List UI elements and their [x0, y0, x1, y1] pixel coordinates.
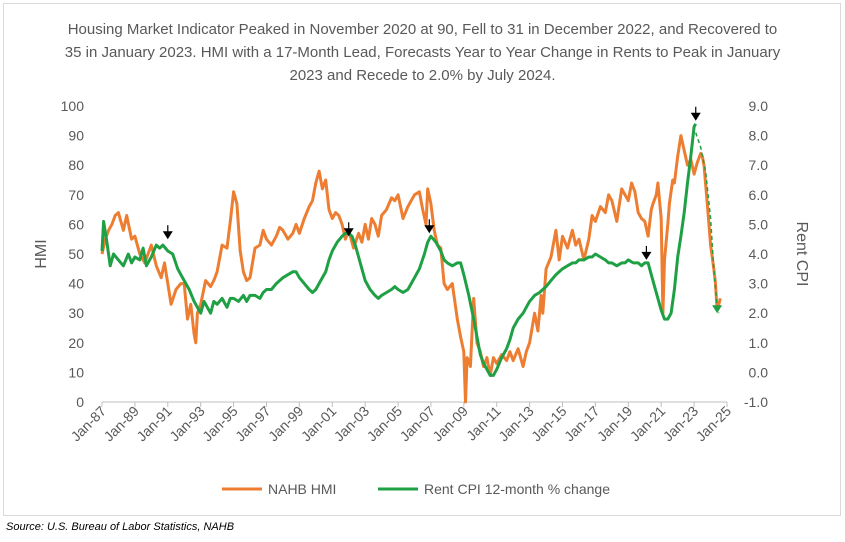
series-rent-cpi-line	[100, 123, 698, 377]
arrow-head	[343, 228, 354, 237]
left-tick-label: 70	[68, 187, 84, 203]
annotation-arrow	[162, 225, 173, 240]
x-tick-label: Jan-25	[693, 403, 735, 445]
annotation-arrow	[690, 106, 701, 121]
left-tick-label: 10	[68, 364, 84, 380]
series-layer	[100, 123, 722, 404]
annotation-layer	[162, 106, 723, 314]
left-tick-label: 90	[68, 128, 84, 144]
right-axis-label: Rent CPI	[793, 222, 810, 287]
x-tick-label: Jan-07	[396, 403, 438, 445]
right-tick-label: 9.0	[749, 98, 769, 114]
x-tick-label: Jan-95	[199, 403, 241, 445]
left-tick-label: 100	[61, 98, 85, 114]
annotation-arrow	[712, 305, 723, 314]
x-tick-label: Jan-17	[561, 403, 603, 445]
left-tick-label: 30	[68, 305, 84, 321]
legend-label-hmi: NAHB HMI	[268, 481, 336, 497]
right-tick-label: 8.0	[749, 128, 769, 144]
x-axis-ticks: Jan-87Jan-89Jan-91Jan-93Jan-95Jan-97Jan-…	[68, 402, 735, 445]
x-tick-label: Jan-15	[528, 403, 570, 445]
left-axis-label: HMI	[33, 239, 50, 268]
x-tick-label: Jan-23	[660, 403, 702, 445]
left-tick-label: 80	[68, 157, 84, 173]
chart-frame	[3, 3, 841, 516]
x-tick-label: Jan-87	[68, 403, 110, 445]
x-tick-label: Jan-91	[133, 403, 175, 445]
annotation-arrow	[343, 222, 354, 237]
x-tick-label: Jan-93	[166, 403, 208, 445]
right-tick-label: -1.0	[744, 394, 768, 410]
x-tick-label: Jan-09	[429, 403, 471, 445]
chart-title: Housing Market Indicator Peaked in Novem…	[64, 21, 781, 84]
legend: NAHB HMI Rent CPI 12-month % change	[222, 481, 610, 497]
legend-label-rent: Rent CPI 12-month % change	[424, 481, 610, 497]
x-tick-label: Jan-05	[364, 403, 406, 445]
right-tick-label: 1.0	[749, 335, 769, 351]
x-tick-label: Jan-21	[627, 403, 669, 445]
x-tick-label: Jan-13	[495, 403, 537, 445]
right-tick-label: 4.0	[749, 246, 769, 262]
x-tick-label: Jan-11	[463, 403, 504, 444]
right-tick-label: 2.0	[749, 305, 769, 321]
arrow-head	[641, 251, 652, 260]
x-tick-label: Jan-03	[331, 403, 373, 445]
arrow-head	[424, 225, 435, 234]
left-tick-label: 60	[68, 216, 84, 232]
x-tick-label: Jan-01	[298, 403, 340, 445]
left-tick-label: 20	[68, 335, 84, 351]
x-tick-label: Jan-99	[265, 403, 307, 445]
annotation-arrow	[424, 219, 435, 234]
arrow-head	[712, 305, 723, 314]
x-tick-label: Jan-89	[100, 403, 142, 445]
annotation-arrow	[641, 245, 652, 260]
right-axis-ticks: -1.0 0.0 1.0 2.0 3.0 4.0 5.0 6.0 7.0 8.0 9.0	[744, 98, 768, 410]
left-axis-ticks: 0 10 20 30 40 50 60 70 80 90 100	[61, 98, 85, 410]
right-tick-label: 5.0	[749, 216, 769, 232]
right-tick-label: 0.0	[749, 364, 769, 380]
right-tick-label: 3.0	[749, 276, 769, 292]
right-tick-label: 6.0	[749, 187, 769, 203]
arrow-head	[162, 231, 173, 240]
left-tick-label: 0	[76, 394, 84, 410]
x-tick-label: Jan-19	[594, 403, 636, 445]
series-hmi-line	[100, 134, 722, 404]
source-note: Source: U.S. Bureau of Labor Statistics,…	[6, 521, 235, 533]
left-tick-label: 40	[68, 276, 84, 292]
right-tick-label: 7.0	[749, 157, 769, 173]
arrow-head	[690, 112, 701, 121]
x-tick-label: Jan-97	[232, 403, 274, 445]
left-tick-label: 50	[68, 246, 84, 262]
